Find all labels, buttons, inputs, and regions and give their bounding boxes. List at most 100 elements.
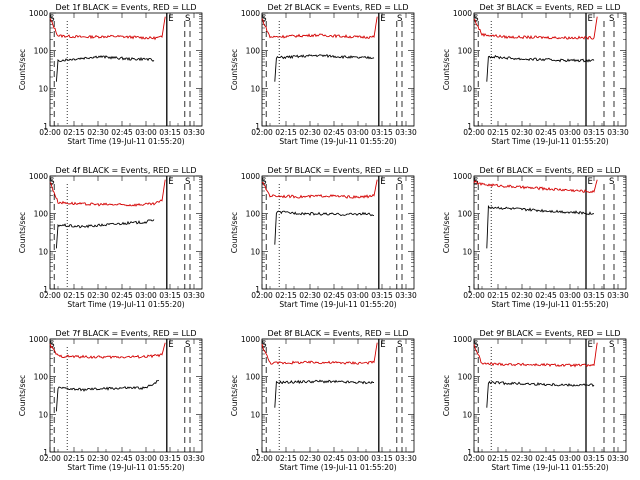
y-axis-label: Counts/sec	[18, 212, 27, 253]
x-tick-label: 03:30	[607, 291, 629, 300]
series-lld-line	[49, 342, 166, 359]
x-tick-label: 02:00	[39, 291, 61, 300]
panel-det-8f: Det 8f BLACK = Events, RED = LLD 1 10 100 10…	[230, 329, 417, 472]
y-tick-label: 100	[246, 47, 261, 56]
x-tick-label: 02:45	[535, 291, 557, 300]
x-axis-label: Start Time (19-Jul-11 01:55:20)	[279, 463, 396, 472]
marker-e-label: E	[380, 177, 385, 187]
marker-e-label: E	[168, 340, 173, 350]
marker-e-label: E	[168, 14, 173, 24]
marker-s-label: S	[609, 177, 614, 187]
y-axis-label: Counts/sec	[442, 49, 451, 90]
y-tick-label: 100	[246, 373, 261, 382]
x-tick-label: 02:15	[275, 128, 297, 137]
x-tick-label: 03:15	[583, 454, 605, 463]
x-tick-label: 03:30	[183, 291, 205, 300]
y-axis-label: Counts/sec	[230, 49, 239, 90]
x-tick-label: 02:00	[39, 128, 61, 137]
series-lld-line	[473, 179, 598, 194]
series-events-line	[274, 54, 375, 82]
x-tick-label: 02:30	[87, 291, 109, 300]
x-tick-label: 02:30	[299, 454, 321, 463]
panel-det-2f: Det 2f BLACK = Events, RED = LLD 1 10 100 10…	[230, 3, 417, 146]
marker-s-label: S	[397, 14, 402, 24]
panel-title: Det 1f BLACK = Events, RED = LLD	[55, 3, 196, 12]
x-tick-label: 03:00	[559, 291, 581, 300]
x-tick-label: 02:45	[323, 128, 345, 137]
plot-frame	[49, 175, 203, 290]
plot-frame	[49, 338, 203, 453]
x-tick-label: 02:30	[511, 454, 533, 463]
y-tick-label: 1	[255, 448, 260, 457]
x-tick-label: 03:30	[183, 128, 205, 137]
marker-s-label: S	[397, 340, 402, 350]
x-tick-label: 03:00	[347, 454, 369, 463]
marker-s-label: S	[185, 340, 190, 350]
x-tick-label: 03:30	[395, 291, 417, 300]
x-tick-label: 02:30	[299, 128, 321, 137]
y-axis-label: Counts/sec	[230, 375, 239, 416]
y-tick-label: 1	[43, 285, 48, 294]
y-tick-label: 1	[467, 285, 472, 294]
marker-e-label: E	[588, 177, 593, 187]
x-tick-label: 02:15	[63, 454, 85, 463]
y-tick-label: 10	[250, 247, 260, 256]
x-tick-label: 03:00	[347, 291, 369, 300]
panel-title: Det 4f BLACK = Events, RED = LLD	[55, 166, 196, 175]
series-events-line	[274, 379, 374, 408]
x-tick-label: 03:00	[135, 128, 157, 137]
marker-s-label: S	[49, 177, 54, 187]
marker-s-label: S	[185, 14, 190, 24]
marker-e-label: E	[588, 14, 593, 24]
x-tick-label: 02:30	[87, 128, 109, 137]
x-tick-label: 02:45	[111, 128, 133, 137]
x-axis-label: Start Time (19-Jul-11 01:55:20)	[491, 463, 608, 472]
x-tick-label: 02:15	[275, 291, 297, 300]
y-axis-label: Counts/sec	[230, 212, 239, 253]
series-lld-line	[49, 16, 166, 41]
x-tick-label: 03:00	[559, 128, 581, 137]
series-events-line	[486, 380, 595, 408]
y-tick-label: 1	[43, 122, 48, 131]
marker-s-label: S	[185, 177, 190, 187]
x-tick-label: 02:30	[511, 128, 533, 137]
marker-s-label: S	[49, 340, 54, 350]
x-tick-label: 02:15	[487, 128, 509, 137]
y-tick-label: 100	[458, 210, 473, 219]
y-tick-label: 10	[462, 410, 472, 419]
panel-title: Det 3f BLACK = Events, RED = LLD	[479, 3, 620, 12]
plot-frame	[261, 338, 415, 453]
marker-s-label: S	[397, 177, 402, 187]
panel-title: Det 5f BLACK = Events, RED = LLD	[267, 166, 408, 175]
y-tick-label: 1000	[29, 9, 48, 18]
y-axis-label: Counts/sec	[18, 49, 27, 90]
panel-title: Det 9f BLACK = Events, RED = LLD	[479, 329, 620, 338]
x-tick-label: 02:45	[535, 128, 557, 137]
panel-det-3f: Det 3f BLACK = Events, RED = LLD 1 10 100 10…	[442, 3, 629, 146]
y-tick-label: 1000	[29, 172, 48, 181]
x-tick-label: 03:15	[371, 291, 393, 300]
series-events-line	[486, 204, 594, 249]
x-tick-label: 03:30	[607, 128, 629, 137]
series-events-line	[55, 55, 155, 82]
marker-e-label: E	[168, 177, 173, 187]
y-tick-label: 10	[462, 84, 472, 93]
x-tick-label: 03:00	[559, 454, 581, 463]
x-tick-label: 02:45	[535, 454, 557, 463]
x-tick-label: 02:15	[275, 454, 297, 463]
x-tick-label: 02:45	[111, 454, 133, 463]
plot-frame	[473, 12, 627, 127]
x-axis-label: Start Time (19-Jul-11 01:55:20)	[491, 300, 608, 309]
x-tick-label: 02:15	[487, 454, 509, 463]
plot-frame	[473, 175, 627, 290]
marker-s-label: S	[261, 14, 266, 24]
series-lld-line	[473, 16, 598, 40]
y-axis-label: Counts/sec	[442, 212, 451, 253]
x-tick-label: 02:15	[63, 128, 85, 137]
y-tick-label: 100	[246, 210, 261, 219]
series-lld-line	[473, 342, 598, 368]
y-axis-label: Counts/sec	[442, 375, 451, 416]
series-events-line	[55, 219, 155, 249]
x-tick-label: 03:00	[135, 454, 157, 463]
